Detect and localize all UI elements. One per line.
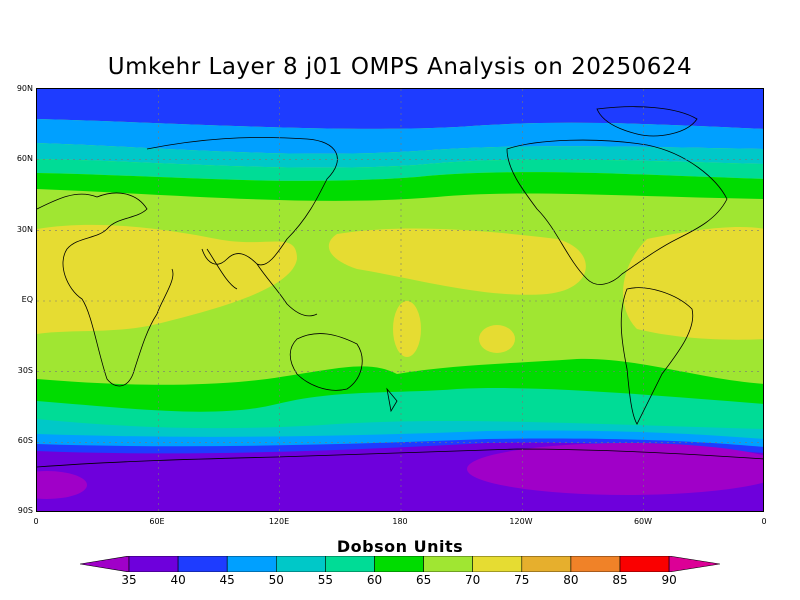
coastlines [37,106,763,468]
colorbar-tick-label: 45 [219,573,235,587]
lat-label-30s: 30S [17,366,33,375]
colorbar-tick-label: 35 [121,573,137,587]
patch-75-small2 [479,325,515,353]
colorbar-tick-label: 60 [366,573,383,587]
colorbar-segment [472,556,523,572]
band-55-60 [37,159,763,181]
colorbar-tick-label: 75 [514,573,530,587]
colorbar-segment [325,556,375,572]
colorbar-tick-label: 65 [415,573,432,587]
colorbar-segment [521,556,572,572]
colorbar-arrow-low [80,556,130,572]
colorbar-segment [619,556,670,572]
graticule [37,89,763,511]
colorbar-tick-label: 90 [661,573,677,587]
patch-75-atlantic [623,227,763,340]
lon-label-0-east: 0 [761,517,767,526]
colorbar-segments [80,556,720,572]
colorbar-segment [128,556,179,572]
colorbar-tick-label: 85 [612,573,628,587]
lon-label-120w: 120W [509,517,533,526]
lat-label-30n: 30N [16,225,33,234]
colorbar-segment [374,556,424,572]
colorbar-segment [177,556,228,572]
lon-label-60e: 60E [149,517,165,526]
colorbar-segment [570,556,621,572]
band-45-50 [37,119,763,154]
lat-label-60n: 60N [16,154,33,163]
lat-label-eq: EQ [21,295,33,304]
colorbar-segment [226,556,277,572]
lon-label-180: 180 [392,517,408,526]
colorbar-segment [276,556,326,572]
colorbar-title: Dobson Units [336,537,464,556]
band-50-55 [37,143,763,168]
colorbar-tick-label: 70 [465,573,481,587]
band-40-45 [37,89,763,129]
lon-label-0-west: 0 [33,517,39,526]
patch-75-small [393,301,421,357]
colorbar-tick-label: 40 [170,573,186,587]
lat-label-90s: 90S [17,506,33,515]
lon-label-120e: 120E [268,517,290,526]
lat-label-60s: 60S [17,436,33,445]
lon-label-60w: 60W [633,517,653,526]
colorbar-tick-label: 55 [317,573,334,587]
page-title: Umkehr Layer 8 j01 OMPS Analysis on 2025… [107,54,693,80]
map-canvas [37,89,763,511]
patch-75-africa [37,224,297,334]
patch-75-pacific [328,228,586,295]
colorbar-tick-label: 50 [268,573,284,587]
colorbar [80,556,720,572]
lat-label-90n: 90N [16,84,33,93]
colorbar-tick-label: 80 [563,573,579,587]
colorbar-arrow-high [668,556,720,572]
patch-below-35 [467,443,763,495]
patch-below-35-west [37,471,87,499]
band-60-65 [37,172,763,201]
ozone-map [36,88,764,512]
colorbar-segment [423,556,474,572]
